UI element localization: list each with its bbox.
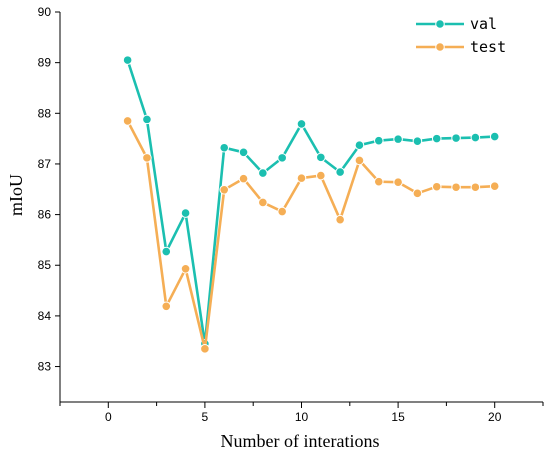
series-test [122,116,500,354]
data-point-val [161,246,172,257]
legend-marker-val [435,19,445,29]
data-point-val [393,134,403,144]
data-point-val [412,136,423,146]
data-point-val [180,208,191,218]
data-point-val [258,168,268,178]
data-point-val [431,133,442,144]
y-tick-label: 86 [38,208,52,222]
axes [59,12,543,403]
data-point-test [277,206,287,217]
y-axis-title: mIoU [6,174,26,216]
y-tick-label: 84 [38,309,52,323]
series-line-val [126,59,495,346]
data-point-test [335,214,345,225]
y-tick-label: 88 [38,106,52,120]
y-tick-label: 87 [38,157,52,171]
data-point-val [489,131,500,142]
y-tick-label: 89 [38,56,52,70]
data-point-test [412,188,423,199]
data-point-test [180,263,191,274]
data-point-test [373,176,384,187]
data-point-val [238,147,249,158]
data-point-val [335,167,345,177]
data-point-val [219,142,230,153]
data-point-val [470,132,481,143]
data-point-test [258,197,268,208]
data-point-test [316,170,326,181]
data-point-test [200,344,210,354]
data-point-val [296,119,307,129]
y-ticks: 83 84 85 86 87 88 89 90 [38,5,60,374]
x-tick-label: 0 [105,410,112,424]
x-tick-label: 5 [202,410,209,424]
data-point-test [161,301,172,312]
data-point-val [277,153,287,163]
x-tick-label: 10 [295,410,309,424]
y-tick-label: 85 [38,258,52,272]
x-tick-label: 20 [488,410,502,424]
y-tick-label: 90 [38,5,52,19]
data-point-test [142,153,152,163]
data-point-test [451,182,461,193]
legend: val test [416,15,506,56]
data-point-val [373,135,384,146]
data-point-test [431,181,442,192]
x-tick-label: 15 [391,410,405,424]
data-point-val [316,152,326,163]
data-point-val [122,55,133,65]
y-tick-label: 83 [38,360,52,374]
legend-marker-test [435,42,445,52]
series-line-test [126,120,495,351]
data-point-val [354,140,365,151]
series-val [122,55,500,349]
data-point-val [451,133,461,143]
x-axis-title: Number of interations [221,431,380,451]
data-point-test [393,177,403,187]
legend-label-val: val [470,15,497,33]
legend-label-test: test [470,38,506,56]
series-layer [122,55,500,354]
data-point-test [219,184,230,195]
data-point-test [122,116,133,126]
data-point-test [238,173,249,184]
data-point-val [142,114,152,125]
data-point-test [296,173,307,183]
data-point-test [354,155,365,166]
data-point-test [489,181,500,192]
data-point-test [470,182,481,193]
x-ticks: 0 5 10 15 20 [59,402,544,424]
